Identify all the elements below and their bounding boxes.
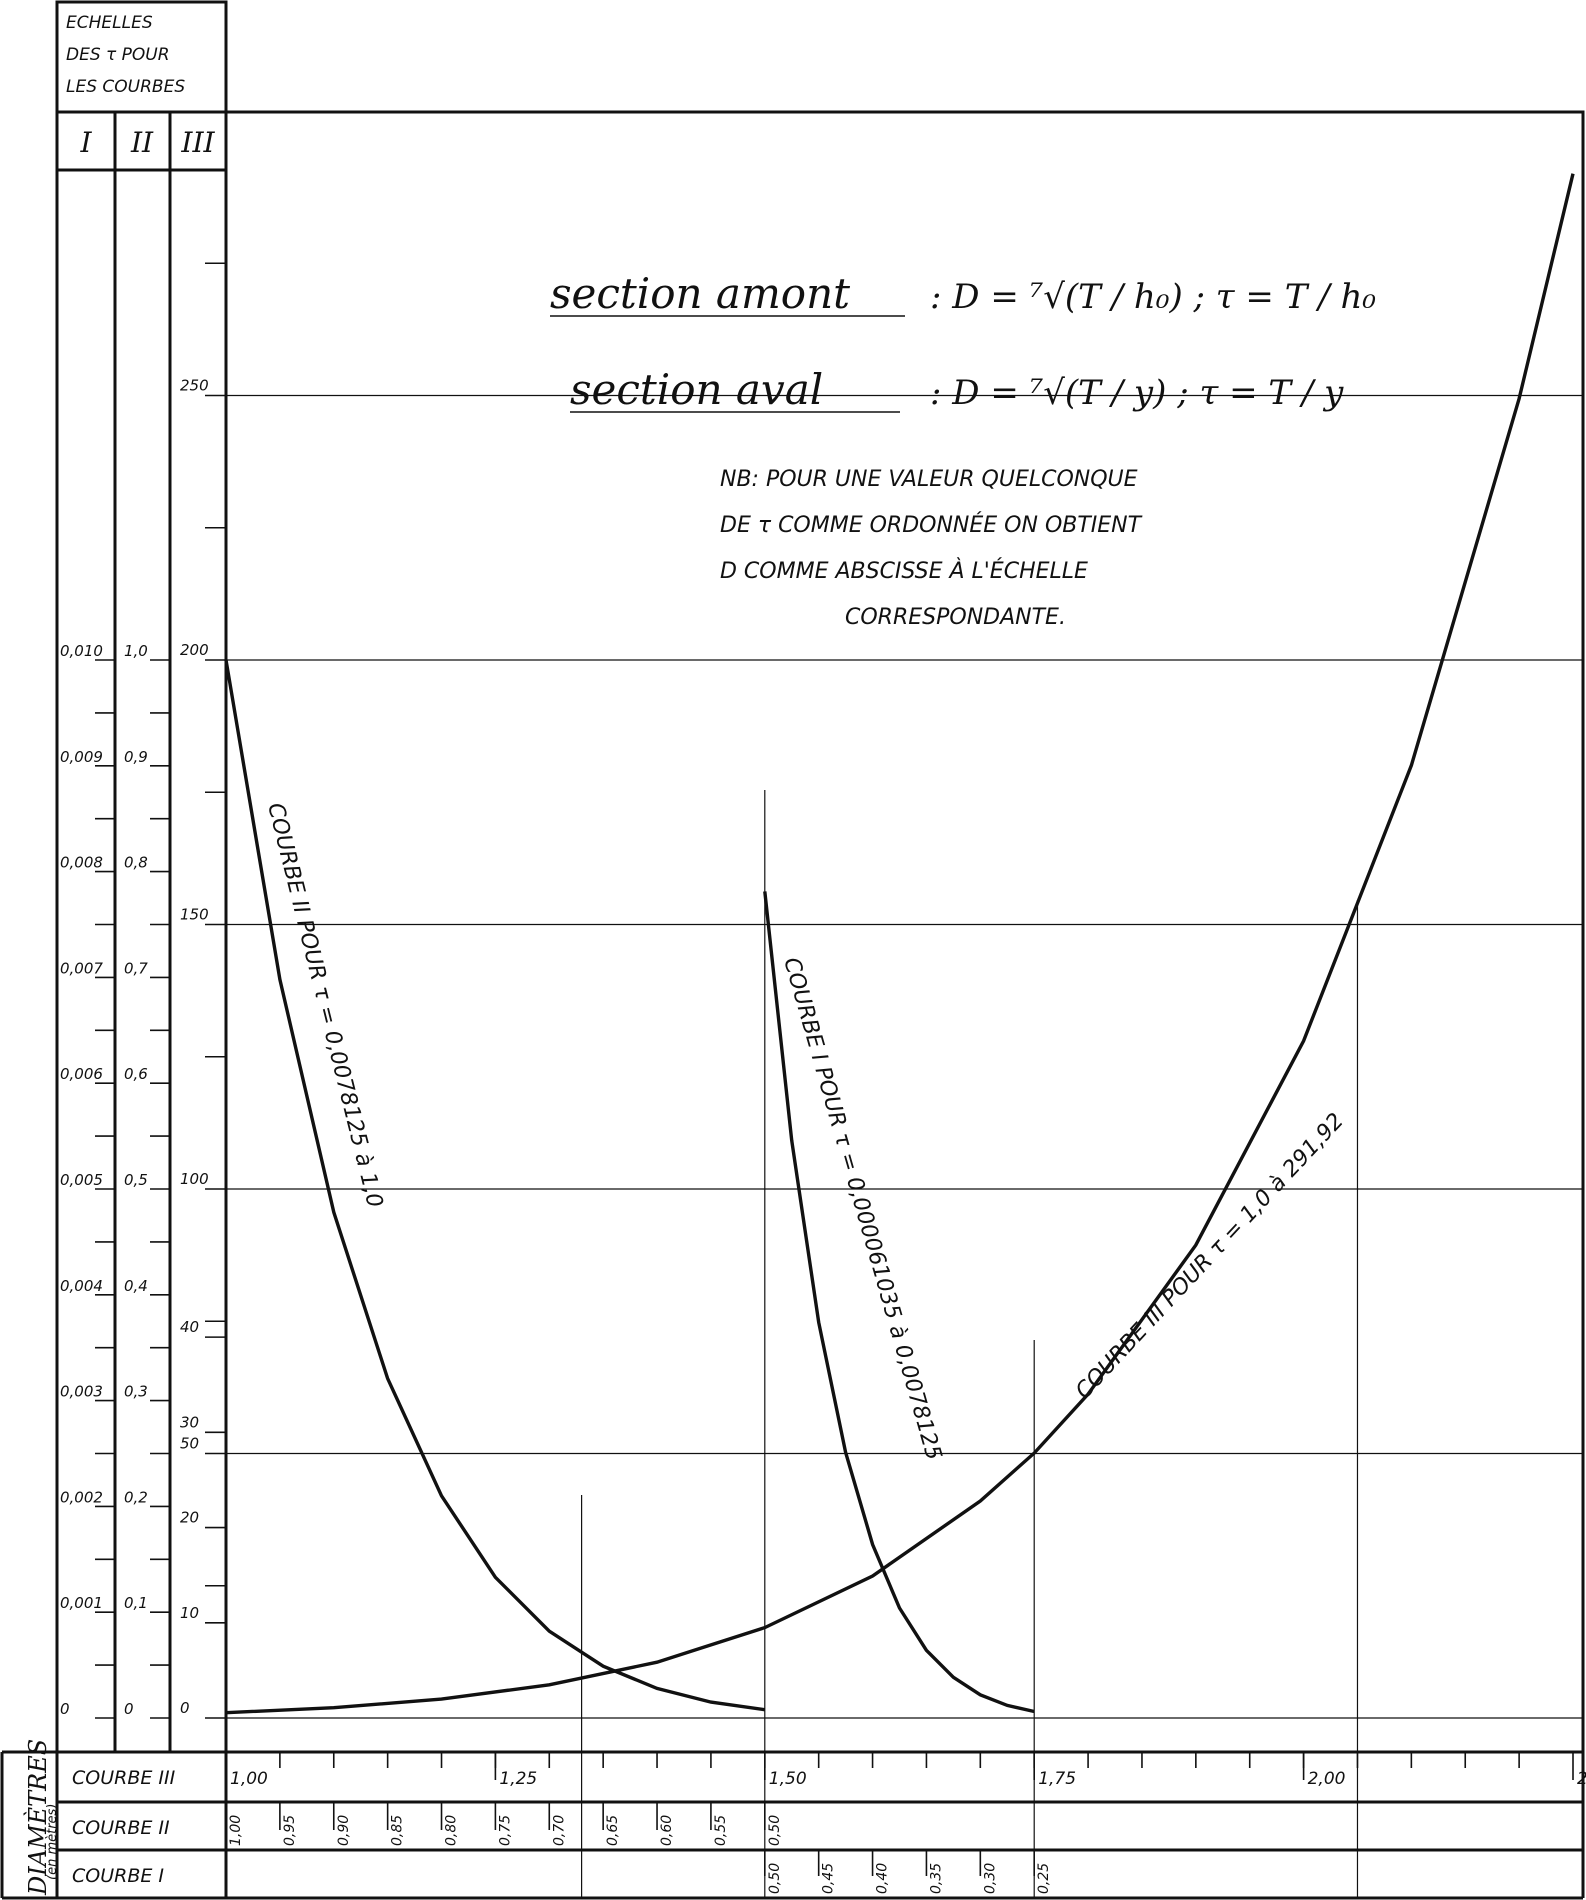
- y-tick-label-III: 40: [180, 1318, 199, 1336]
- x-tick-label-II: 0,80: [444, 1815, 460, 1846]
- y-tick-label-I: 0,010: [60, 642, 103, 660]
- x-tick-label-II: 1,00: [228, 1815, 244, 1846]
- curve-label-III: COURBE III POUR τ = 1,0 à 291,92: [1071, 1109, 1349, 1404]
- y-tick-label-I: 0: [60, 1700, 70, 1718]
- note-line-3: D COMME ABSCISSE À L'ÉCHELLE: [720, 558, 1088, 584]
- scale-column-label-III: III: [180, 126, 215, 159]
- header-line-2: DES τ POUR: [66, 45, 170, 65]
- x-scale-ticks: 1,00 1,25 1,50 1,75 2,00 2,25 1,00 0,95 0,90 0,85…: [225, 1752, 1586, 1894]
- y-tick-label-II: 0,7: [124, 959, 148, 977]
- x-tick-label-I: 0,25: [1036, 1863, 1052, 1894]
- x-tick-label-II: 0,50: [767, 1815, 783, 1846]
- y-tick-label-III: 50: [180, 1435, 199, 1453]
- x-tick-label-II: 0,65: [605, 1815, 621, 1846]
- y-tick-label-II: 0,2: [124, 1488, 148, 1506]
- y-tick-label-II: 0,1: [124, 1594, 148, 1612]
- curves-layer: [224, 173, 1575, 1715]
- y-tick-label-I: 0,006: [60, 1065, 103, 1083]
- header-line-3: LES COURBES: [66, 77, 185, 97]
- scale-column-label-I: I: [79, 126, 92, 159]
- curve-II: [224, 659, 766, 1712]
- y-tick-label-III: 20: [180, 1509, 199, 1527]
- x-tick-label-II: 0,90: [336, 1815, 352, 1846]
- y-tick-label-II: 0,5: [124, 1171, 148, 1189]
- y-tick-label-III: 100: [180, 1170, 209, 1188]
- y-tick-label-II: 0,9: [124, 748, 148, 766]
- x-row-label-I: COURBE I: [72, 1865, 164, 1887]
- x-row-label-III: COURBE III: [72, 1767, 176, 1789]
- x-axis-block: DIAMÈTRES (en mètres) COURBE III COURBE …: [23, 1739, 176, 1896]
- y-tick-label-III: 200: [180, 641, 209, 659]
- note-line-4: CORRESPONDANTE.: [845, 605, 1066, 630]
- x-tick-label-III: 1,50: [769, 1769, 807, 1789]
- formula-aval-label: section aval: [570, 365, 823, 414]
- y-tick-label-II: 0,4: [124, 1277, 148, 1295]
- formula-amont: : D = ⁷√(T / h₀) ; τ = T / h₀: [930, 277, 1376, 317]
- x-tick-label-I: 0,40: [875, 1863, 891, 1894]
- grid-layer: [226, 394, 1583, 1898]
- x-axis-unit: (en mètres): [45, 1804, 60, 1880]
- y-tick-label-I: 0,008: [60, 854, 103, 872]
- x-tick-label-I: 0,45: [821, 1863, 837, 1894]
- note-line-1: NB: POUR UNE VALEUR QUELCONQUE: [720, 467, 1138, 492]
- y-tick-label-I: 0,003: [60, 1383, 103, 1401]
- x-tick-label-II: 0,75: [497, 1815, 513, 1846]
- note-block: NB: POUR UNE VALEUR QUELCONQUE DE τ COMM…: [720, 467, 1143, 630]
- x-tick-label-II: 0,85: [390, 1815, 406, 1846]
- x-tick-label-II: 0,95: [282, 1815, 298, 1846]
- y-tick-label-I: 0,002: [60, 1488, 103, 1506]
- x-axis-title: DIAMÈTRES: [23, 1739, 52, 1896]
- x-tick-label-I: 0,35: [928, 1863, 944, 1894]
- y-tick-label-II: 0,8: [124, 854, 148, 872]
- curve-label-II: COURBE II POUR τ = 0,0078125 à 1,0: [262, 800, 387, 1210]
- curve-III: [225, 173, 1575, 1715]
- y-tick-label-II: 0: [124, 1700, 134, 1718]
- x-tick-label-III: 2,00: [1308, 1769, 1346, 1789]
- note-line-2: DE τ COMME ORDONNÉE ON OBTIENT: [720, 512, 1143, 538]
- y-tick-label-II: 1,0: [124, 642, 148, 660]
- scales-header: ECHELLES DES τ POUR LES COURBES I II III: [66, 13, 216, 159]
- y-tick-label-III: 0: [180, 1699, 190, 1717]
- x-row-label-II: COURBE II: [72, 1817, 170, 1839]
- formula-block: section amont : D = ⁷√(T / h₀) ; τ = T /…: [550, 269, 1376, 414]
- scale-column-label-II: II: [130, 126, 154, 159]
- y-tick-label-II: 0,6: [124, 1065, 148, 1083]
- y-tick-label-I: 0,001: [60, 1594, 103, 1612]
- x-tick-label-II: 0,60: [659, 1815, 675, 1846]
- y-tick-label-III: 150: [180, 906, 209, 924]
- y-tick-label-I: 0,009: [60, 748, 103, 766]
- x-tick-label-III: 1,75: [1038, 1769, 1076, 1789]
- x-tick-label-III: 1,25: [499, 1769, 537, 1789]
- x-tick-label-I: 0,50: [767, 1863, 783, 1894]
- x-tick-label-II: 0,55: [713, 1815, 729, 1846]
- y-tick-label-III: 10: [180, 1604, 199, 1622]
- y-tick-label-III: 250: [180, 377, 209, 395]
- formula-aval: : D = ⁷√(T / y) ; τ = T / y: [930, 373, 1344, 413]
- y-tick-label-II: 0,3: [124, 1383, 148, 1401]
- y-tick-label-I: 0,007: [60, 959, 103, 977]
- x-tick-label-III: 1,00: [230, 1769, 268, 1789]
- x-tick-label-III: 2,25: [1577, 1769, 1586, 1789]
- y-tick-label-I: 0,004: [60, 1277, 103, 1295]
- y-tick-label-I: 0,005: [60, 1171, 103, 1189]
- x-tick-label-I: 0,30: [982, 1863, 998, 1894]
- formula-amont-label: section amont: [550, 269, 850, 318]
- y-scale-ticks: 0 0,001 0,002 0,003 0,004 0,005 0,006 0,007 0,00…: [60, 262, 226, 1719]
- header-line-1: ECHELLES: [66, 13, 153, 33]
- y-tick-label-III: 30: [180, 1413, 199, 1431]
- x-tick-label-II: 0,70: [551, 1815, 567, 1846]
